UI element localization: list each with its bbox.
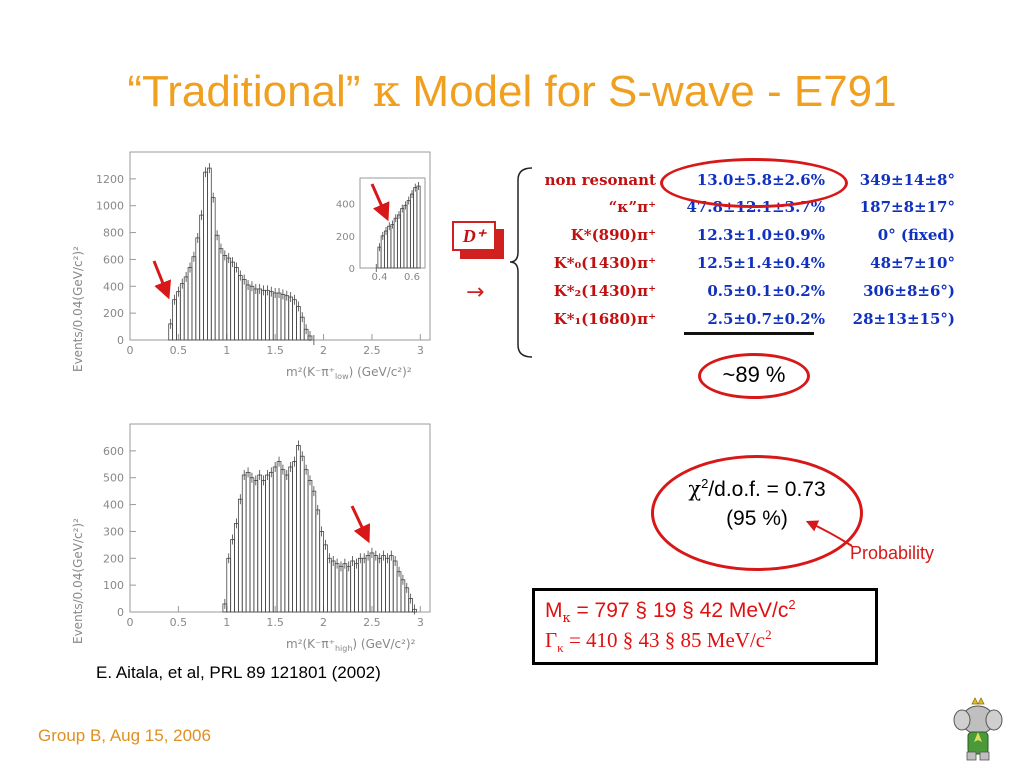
kappa-parameters-box: Mκ = 797 § 19 § 42 MeV/c2 Γκ = 410 § 43 … — [532, 588, 878, 665]
channel-name: K*₁(1680)π⁺ — [553, 310, 656, 328]
inset-x-tick-label: 0.6 — [404, 272, 420, 283]
d-plus-box: D⁺ — [452, 221, 504, 259]
y-tick-label: 300 — [103, 525, 124, 538]
channel-phase: 187±8±17° — [859, 198, 955, 216]
x-tick-label: 0.5 — [170, 616, 188, 629]
lower-histogram: 0 0.5 1 1.5 2 2.5 3 0 100 200 300 400 500 600 Events/… — [71, 423, 431, 653]
x-tick-label: 1.5 — [266, 616, 284, 629]
channel-phase: 349±14±8° — [859, 171, 955, 189]
y-tick-label: 600 — [103, 253, 124, 266]
width-exponent: 2 — [765, 627, 772, 642]
channel-phase: 0° (fixed) — [877, 226, 955, 244]
probability-label: Probability — [850, 543, 935, 563]
y-tick-label: 0 — [117, 606, 124, 619]
decay-arrow: → — [466, 280, 485, 305]
footer-text: Group B, Aug 15, 2006 — [38, 726, 211, 745]
x-tick-label: 2.5 — [363, 344, 381, 357]
channel-name: “κ”π⁺ — [608, 198, 656, 216]
slide-title: “Traditional” κ Model for S-wave - E791 — [0, 66, 1024, 117]
chi-exponent: 2 — [701, 476, 709, 491]
inset-y-tick-label: 200 — [336, 232, 355, 243]
upper-y-axis-label: Events/0.04(GeV/c²)² — [71, 246, 85, 372]
x-tick-label: 3 — [417, 616, 424, 629]
channel-phase: 28±13±15°) — [852, 310, 955, 328]
x-tick-label: 1.5 — [266, 344, 284, 357]
x-tick-label: 2.5 — [363, 616, 381, 629]
y-tick-label: 500 — [103, 472, 124, 485]
upper-inset-plot: 0.4 0.6 0 200 400 — [336, 177, 426, 283]
d-plus-label: D⁺ — [452, 221, 496, 251]
x-tick-label: 3 — [417, 344, 424, 357]
x-tick-label: 1 — [223, 344, 230, 357]
channel-fraction: 2.5±0.7±0.2% — [707, 310, 825, 328]
mass-exponent: 2 — [788, 597, 796, 612]
inset-y-tick-label: 0 — [349, 264, 355, 275]
total-fraction: ~89 % — [698, 353, 810, 399]
width-value: = 410 § 43 § 85 MeV/c — [563, 628, 766, 652]
y-tick-label: 1000 — [96, 200, 124, 213]
x-tick-label: 1 — [223, 616, 230, 629]
kappa-width: Γκ = 410 § 43 § 85 MeV/c2 — [545, 627, 772, 656]
elephant-logo-icon — [953, 697, 1003, 761]
width-subscript: κ — [557, 640, 564, 656]
channel-fraction: 12.3±1.0±0.9% — [696, 226, 825, 244]
upper-x-axis-label: m²(K⁻π⁺low) (GeV/c²)² — [286, 365, 412, 381]
y-tick-label: 400 — [103, 499, 124, 512]
reference-citation: E. Aitala, et al, PRL 89 121801 (2002) — [96, 663, 381, 682]
width-symbol: Γ — [545, 628, 558, 652]
x-tick-label: 0 — [127, 344, 134, 357]
nonresonant-highlight — [660, 158, 848, 208]
y-tick-label: 100 — [103, 579, 124, 592]
channel-fraction: 0.5±0.1±0.2% — [707, 282, 825, 300]
x-tick-label: 2 — [320, 344, 327, 357]
lower-axes: 0 0.5 1 1.5 2 2.5 3 0 100 200 300 400 500 600 — [103, 423, 431, 629]
upper-left-arrow — [152, 260, 172, 300]
channel-name: non resonant — [544, 171, 656, 189]
fit-quality-highlight — [651, 455, 863, 571]
sum-underline — [684, 332, 814, 335]
chi-squared-line: χ2/d.o.f. = 0.73 — [651, 476, 863, 502]
channel-phase: 48±7±10° — [870, 254, 955, 272]
y-tick-label: 400 — [103, 280, 124, 293]
upper-histogram-bars — [168, 163, 315, 345]
mass-subscript: κ — [562, 611, 571, 627]
y-tick-label: 0 — [117, 334, 124, 347]
channel-name: K*(890)π⁺ — [570, 226, 656, 244]
title-suffix: Model for S-wave - E791 — [400, 67, 897, 116]
y-tick-label: 800 — [103, 227, 124, 240]
x-tick-label: 0 — [127, 616, 134, 629]
mass-symbol: M — [545, 599, 563, 622]
y-tick-label: 200 — [103, 307, 124, 320]
channel-name: K*₂(1430)π⁺ — [553, 282, 656, 300]
title-prefix: “Traditional” — [127, 67, 373, 116]
lower-y-axis-label: Events/0.04(GeV/c²)² — [71, 518, 85, 644]
chi-value: /d.o.f. = 0.73 — [708, 478, 826, 501]
channel-fraction: 12.5±1.4±0.4% — [696, 254, 825, 272]
table-bracket — [509, 167, 533, 358]
x-tick-label: 0.5 — [170, 344, 188, 357]
y-tick-label: 600 — [103, 445, 124, 458]
confidence-level: (95 %) — [726, 507, 788, 530]
channel-phase: 306±8±6°) — [863, 282, 955, 300]
chi-symbol: χ — [688, 477, 702, 501]
y-tick-label: 1200 — [96, 173, 124, 186]
x-tick-label: 2 — [320, 616, 327, 629]
lower-histogram-bars — [222, 440, 417, 615]
lower-x-axis-label: m²(K⁻π⁺high) (GeV/c²)² — [286, 637, 416, 653]
lower-arrow — [350, 505, 371, 544]
upper-inset-arrow — [370, 183, 390, 222]
kappa-mass: Mκ = 797 § 19 § 42 MeV/c2 — [545, 597, 796, 626]
y-tick-label: 200 — [103, 552, 124, 565]
inset-y-tick-label: 400 — [336, 200, 355, 211]
inset-x-tick-label: 0.4 — [372, 272, 388, 283]
title-kappa: κ — [372, 66, 401, 117]
channel-name: K*₀(1430)π⁺ — [553, 254, 656, 272]
mass-value: = 797 § 19 § 42 MeV/c — [570, 599, 789, 622]
